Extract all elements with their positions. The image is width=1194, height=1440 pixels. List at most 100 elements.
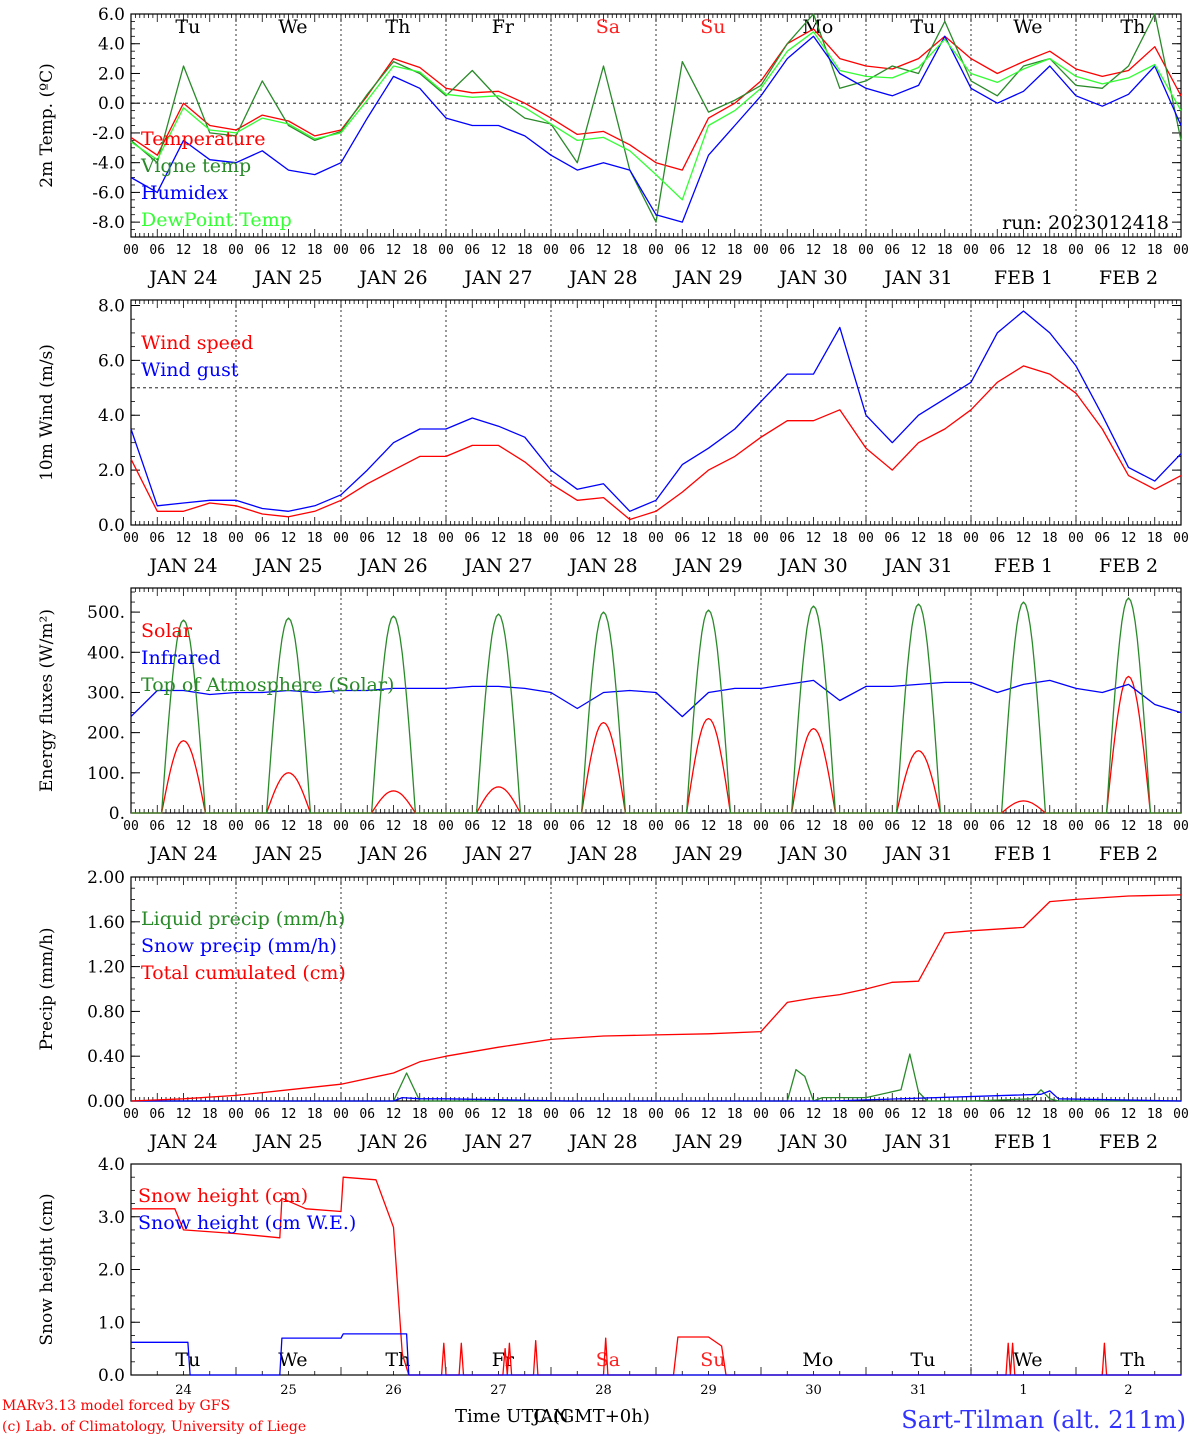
hour-tick-label: 12 xyxy=(281,531,297,546)
y-tick-label: 0.0 xyxy=(98,516,125,536)
hour-tick-label: 00 xyxy=(648,531,664,546)
weekday-label: Th xyxy=(385,16,410,38)
hour-tick-label: 00 xyxy=(438,243,454,258)
y-tick-label: 6.0 xyxy=(98,5,125,25)
hour-tick-label: 00 xyxy=(438,819,454,834)
day-label: JAN 26 xyxy=(357,843,427,865)
hour-tick-label: 00 xyxy=(753,531,769,546)
y-tick-label: 100. xyxy=(87,764,125,784)
hour-tick-label: 12 xyxy=(1016,819,1032,834)
legend-entry: Wind gust xyxy=(141,359,239,381)
y-tick-label: 6.0 xyxy=(98,351,125,371)
hour-tick-label: 00 xyxy=(228,1107,244,1122)
y-tick-label: 0.00 xyxy=(87,1092,125,1112)
hour-tick-label: 00 xyxy=(648,819,664,834)
hour-tick-label: 06 xyxy=(884,243,900,258)
hour-tick-label: 18 xyxy=(937,819,953,834)
legend-entry: Infrared xyxy=(141,647,221,669)
hour-tick-label: 18 xyxy=(937,243,953,258)
time-axis-title: Time UTC (GMT+0h) xyxy=(455,1406,650,1427)
hour-tick-label: 00 xyxy=(963,819,979,834)
y-tick-label: 0. xyxy=(109,804,125,824)
hour-tick-label: 12 xyxy=(911,531,927,546)
hour-tick-label: 18 xyxy=(307,531,323,546)
hour-tick-label: 00 xyxy=(123,243,139,258)
legend-entry: DewPoint Temp xyxy=(141,209,292,231)
hour-tick-label: 18 xyxy=(727,243,743,258)
hour-tick-label: 00 xyxy=(228,531,244,546)
day-label: JAN 30 xyxy=(777,1131,847,1153)
hour-tick-label: 06 xyxy=(569,1107,585,1122)
bottom-day-number: 27 xyxy=(490,1383,507,1398)
y-tick-label: 4.0 xyxy=(98,1155,125,1175)
hour-tick-label: 06 xyxy=(674,819,690,834)
hour-tick-label: 18 xyxy=(1042,243,1058,258)
legend-entry: Humidex xyxy=(141,182,228,204)
y-tick-label: 4.0 xyxy=(98,35,125,55)
hour-tick-label: 18 xyxy=(307,1107,323,1122)
hour-tick-label: 00 xyxy=(858,531,874,546)
weekday-label: Su xyxy=(700,16,725,38)
hour-tick-label: 18 xyxy=(1147,243,1163,258)
hour-tick-label: 12 xyxy=(911,819,927,834)
hour-tick-label: 06 xyxy=(359,243,375,258)
hour-tick-label: 12 xyxy=(701,1107,717,1122)
hour-tick-label: 06 xyxy=(254,819,270,834)
hour-tick-label: 12 xyxy=(281,243,297,258)
day-label: FEB 2 xyxy=(1099,843,1158,865)
legend-entry: Solar xyxy=(141,620,193,642)
day-label: JAN 25 xyxy=(252,843,322,865)
hour-tick-label: 06 xyxy=(884,819,900,834)
hour-tick-label: 06 xyxy=(569,243,585,258)
hour-tick-label: 00 xyxy=(1173,819,1189,834)
y-axis-title: Snow height (cm) xyxy=(37,1193,57,1345)
hour-tick-label: 18 xyxy=(832,819,848,834)
series-top-of-atmosphere-solar xyxy=(131,597,1181,814)
day-label: JAN 27 xyxy=(462,267,532,289)
weekday-label: Th xyxy=(385,1349,410,1371)
hour-tick-label: 06 xyxy=(569,531,585,546)
y-tick-label: 1.20 xyxy=(87,958,125,978)
hour-tick-label: 00 xyxy=(1173,243,1189,258)
day-label: JAN 28 xyxy=(567,555,637,577)
y-tick-label: 400. xyxy=(87,643,125,663)
hour-tick-label: 12 xyxy=(1121,819,1137,834)
hour-tick-label: 18 xyxy=(937,1107,953,1122)
weekday-label: Tu xyxy=(175,1349,200,1371)
day-label: JAN 24 xyxy=(147,267,217,289)
y-tick-label: 1.0 xyxy=(98,1313,125,1333)
weekday-label: Mo xyxy=(802,1349,833,1371)
series-wind-speed xyxy=(130,365,1182,521)
time-axis-overlap: JAN xyxy=(533,1406,569,1427)
series-vigne-temp xyxy=(130,13,1182,223)
y-tick-label: 200. xyxy=(87,724,125,744)
hour-tick-label: 00 xyxy=(963,1107,979,1122)
hour-tick-label: 06 xyxy=(464,1107,480,1122)
hour-tick-label: 12 xyxy=(281,1107,297,1122)
legend-entry: Liquid precip (mm/h) xyxy=(141,908,345,930)
hour-tick-label: 06 xyxy=(779,1107,795,1122)
hour-tick-label: 12 xyxy=(176,1107,192,1122)
bottom-day-number: 25 xyxy=(280,1383,297,1398)
hour-tick-label: 18 xyxy=(517,819,533,834)
day-label: JAN 25 xyxy=(252,555,322,577)
hour-tick-label: 12 xyxy=(1121,243,1137,258)
y-tick-label: 2.00 xyxy=(87,868,125,888)
day-label: JAN 30 xyxy=(777,267,847,289)
hour-tick-label: 12 xyxy=(701,243,717,258)
hour-tick-label: 12 xyxy=(176,819,192,834)
hour-tick-label: 00 xyxy=(1068,243,1084,258)
hour-tick-label: 00 xyxy=(753,819,769,834)
hour-tick-label: 00 xyxy=(1173,1107,1189,1122)
hour-tick-label: 06 xyxy=(884,1107,900,1122)
y-tick-label: 2.0 xyxy=(98,1261,125,1281)
hour-tick-label: 00 xyxy=(333,1107,349,1122)
day-label: JAN 28 xyxy=(567,1131,637,1153)
hour-tick-label: 06 xyxy=(149,243,165,258)
hour-tick-label: 06 xyxy=(989,819,1005,834)
hour-tick-label: 06 xyxy=(1094,1107,1110,1122)
hour-tick-label: 06 xyxy=(989,243,1005,258)
day-label: JAN 31 xyxy=(882,843,952,865)
hour-tick-label: 00 xyxy=(648,1107,664,1122)
hour-tick-label: 18 xyxy=(727,1107,743,1122)
